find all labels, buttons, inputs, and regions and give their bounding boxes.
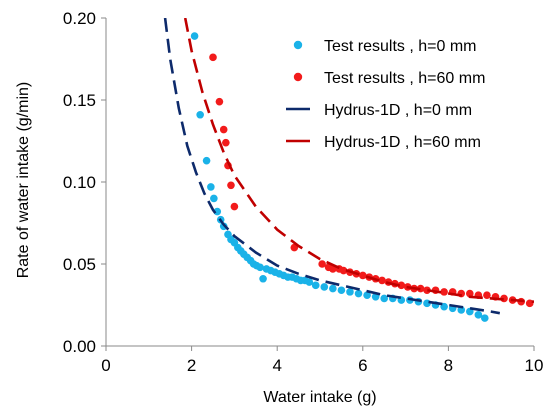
data-point-test-results-h-60-mm <box>219 125 228 134</box>
data-point-test-results-h-60-mm <box>209 53 217 62</box>
y-tick-label: 0.05 <box>63 255 96 274</box>
axes: 0 2 4 6 8 10 0.00 0.05 0.10 0.15 0.20 <box>63 9 544 375</box>
legend-label-test-results-h-60-mm: Test results , h=60 mm <box>324 70 485 87</box>
data-point-test-results-h-0-mm <box>474 311 483 319</box>
data-point-test-results-h-60-mm <box>525 299 534 308</box>
data-point-test-results-h-0-mm <box>207 183 215 191</box>
data-point-test-results-h-60-mm <box>318 260 326 268</box>
data-point-test-results-h-0-mm <box>380 294 389 303</box>
y-tick-label: 0.10 <box>63 173 96 192</box>
data-point-test-results-h-60-mm <box>423 286 431 295</box>
y-tick-label: 0.20 <box>63 9 96 28</box>
x-tick-label: 4 <box>272 356 281 375</box>
data-point-test-results-h-60-mm <box>378 276 386 285</box>
legend-label-test-results-h-0-mm: Test results , h=0 mm <box>324 38 477 55</box>
data-point-test-results-h-60-mm <box>416 284 425 293</box>
data-point-test-results-h-60-mm <box>230 202 239 211</box>
x-tick-label: 0 <box>101 356 110 375</box>
data-point-test-results-h-60-mm <box>339 266 348 275</box>
data-point-test-results-h-0-mm <box>305 278 314 286</box>
data-point-test-results-h-60-mm <box>483 291 491 299</box>
legend-swatch-test-results-h-60-mm <box>293 72 303 82</box>
data-point-test-results-h-0-mm <box>190 32 199 40</box>
series-line-hydrus-1d-h-0-mm <box>163 18 501 315</box>
data-point-test-results-h-60-mm <box>222 138 230 147</box>
data-point-test-results-h-60-mm <box>397 281 406 290</box>
data-point-test-results-h-60-mm <box>215 97 224 106</box>
x-tick-label: 2 <box>187 356 196 375</box>
data-point-test-results-h-0-mm <box>480 314 489 322</box>
data-point-test-results-h-0-mm <box>311 281 320 290</box>
data-point-test-results-h-0-mm <box>346 288 354 296</box>
data-point-test-results-h-0-mm <box>213 207 222 216</box>
data-point-test-results-h-0-mm <box>259 274 267 283</box>
data-point-test-results-h-60-mm <box>359 271 367 280</box>
legend-swatch-test-results-h-0-mm <box>293 40 303 50</box>
data-point-test-results-h-60-mm <box>227 181 235 190</box>
data-point-test-results-h-0-mm <box>337 286 346 295</box>
data-point-test-results-h-0-mm <box>196 110 204 119</box>
y-tick-label: 0.00 <box>63 337 96 356</box>
legend-label-hydrus-1d-h-60-mm: Hydrus-1D , h=60 mm <box>324 134 481 151</box>
x-tick-label: 8 <box>444 356 453 375</box>
data-point-test-results-h-0-mm <box>256 263 264 272</box>
plot-area <box>163 18 534 322</box>
x-tick-label: 6 <box>358 356 367 375</box>
series-line-hydrus-1d-h-60-mm <box>183 18 534 303</box>
data-point-test-results-h-0-mm <box>363 291 371 299</box>
data-point-test-results-h-0-mm <box>320 283 329 291</box>
data-point-test-results-h-0-mm <box>210 194 218 203</box>
legend-label-hydrus-1d-h-0-mm: Hydrus-1D , h=0 mm <box>324 102 472 119</box>
data-point-test-results-h-0-mm <box>202 156 211 165</box>
x-axis-title: Water intake (g) <box>263 389 376 406</box>
data-point-test-results-h-0-mm <box>354 289 363 298</box>
x-tick-label: 10 <box>525 356 544 375</box>
data-point-test-results-h-0-mm <box>329 284 337 293</box>
y-tick-label: 0.15 <box>63 91 96 110</box>
data-point-test-results-h-60-mm <box>440 288 448 296</box>
data-point-test-results-h-60-mm <box>466 289 474 298</box>
y-axis-title: Rate of water intake (g/min) <box>15 82 32 279</box>
legend: Test results , h=0 mm Test results , h=60… <box>286 38 485 151</box>
data-point-test-results-h-0-mm <box>457 306 466 314</box>
